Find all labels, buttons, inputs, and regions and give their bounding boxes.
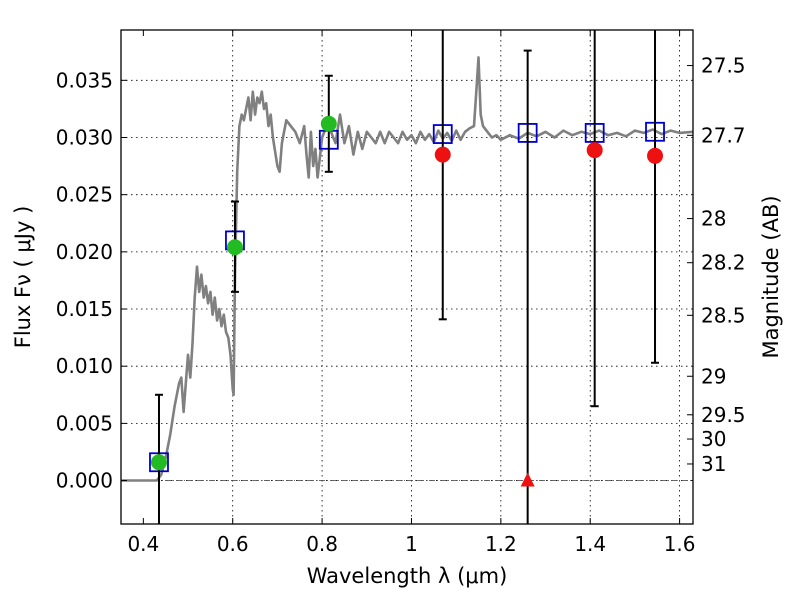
right-tick-label: 28.5 [701,303,746,327]
right-tick-label: 31 [701,452,726,476]
x-tick-label: 1 [405,532,418,556]
observed-flux-point [150,454,167,471]
y-axis-label: Flux Fν ( μJy ) [11,206,35,349]
x-tick-label: 0.8 [306,532,338,556]
right-tick-label: 27.5 [701,54,746,78]
observed-flux-point [320,115,337,132]
plot-frame [120,29,694,525]
x-tick-label: 0.4 [127,532,159,556]
x-tick-label: 1.2 [485,532,517,556]
right-tick-label: 30 [701,427,726,451]
x-tick-label: 1.6 [664,532,696,556]
y-tick-label: 0.010 [56,354,113,378]
upper-limit-marker [520,472,535,487]
spectrum-line [121,56,693,482]
y-tick-label: 0.035 [56,68,113,92]
y-tick-label: 0.030 [56,125,113,149]
y-tick-label: 0.025 [56,183,113,207]
right-tick-label: 28.2 [701,251,746,275]
right-tick-label: 29 [701,364,726,388]
observed-flux-point [647,147,664,164]
y-tick-label: 0.005 [56,411,113,435]
plot-background [121,30,693,524]
x-tick-label: 1.4 [574,532,606,556]
observed-flux-point [586,142,603,159]
right-tick-label: 28 [701,207,726,231]
y-tick-label: 0.000 [56,469,113,493]
y-tick-label: 0.020 [56,240,113,264]
data-layer [121,30,693,524]
tick-labels: 0.4 0.6 0.8 1 1.2 1.4 1.6 0.000 0.005 0.010 0.015 0… [56,54,746,556]
x-axis-label: Wavelength λ (μm) [307,564,508,588]
right-axis-label: Magnitude (AB) [759,195,783,358]
axis-ticks [121,30,693,524]
observed-flux-point [226,239,243,256]
right-tick-label: 27.7 [701,123,746,147]
x-tick-label: 0.6 [217,532,249,556]
y-tick-label: 0.015 [56,297,113,321]
right-tick-label: 29.5 [701,403,746,427]
observed-flux-point [434,146,451,163]
